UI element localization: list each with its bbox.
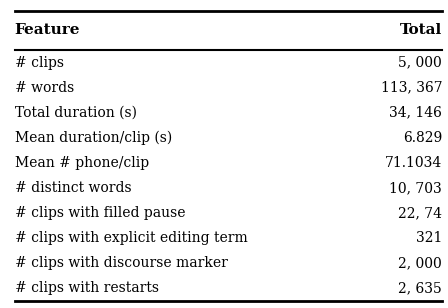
- Text: 2, 000: 2, 000: [398, 256, 442, 270]
- Text: # clips with explicit editing term: # clips with explicit editing term: [15, 231, 247, 245]
- Text: Feature: Feature: [15, 23, 80, 37]
- Text: 6.829: 6.829: [403, 131, 442, 145]
- Text: Total duration (s): Total duration (s): [15, 106, 137, 120]
- Text: # words: # words: [15, 81, 74, 95]
- Text: 10, 703: 10, 703: [389, 181, 442, 195]
- Text: # clips with discourse marker: # clips with discourse marker: [15, 256, 228, 270]
- Text: 321: 321: [416, 231, 442, 245]
- Text: Mean # phone/clip: Mean # phone/clip: [15, 156, 149, 170]
- Text: # clips with filled pause: # clips with filled pause: [15, 206, 185, 220]
- Text: 71.1034: 71.1034: [385, 156, 442, 170]
- Text: 113, 367: 113, 367: [380, 81, 442, 95]
- Text: Total: Total: [400, 23, 442, 37]
- Text: # distinct words: # distinct words: [15, 181, 131, 195]
- Text: 34, 146: 34, 146: [389, 106, 442, 120]
- Text: # clips with restarts: # clips with restarts: [15, 281, 159, 295]
- Text: 5, 000: 5, 000: [398, 56, 442, 70]
- Text: Mean duration/clip (s): Mean duration/clip (s): [15, 131, 172, 145]
- Text: 22, 74: 22, 74: [398, 206, 442, 220]
- Text: # clips: # clips: [15, 56, 64, 70]
- Text: 2, 635: 2, 635: [398, 281, 442, 295]
